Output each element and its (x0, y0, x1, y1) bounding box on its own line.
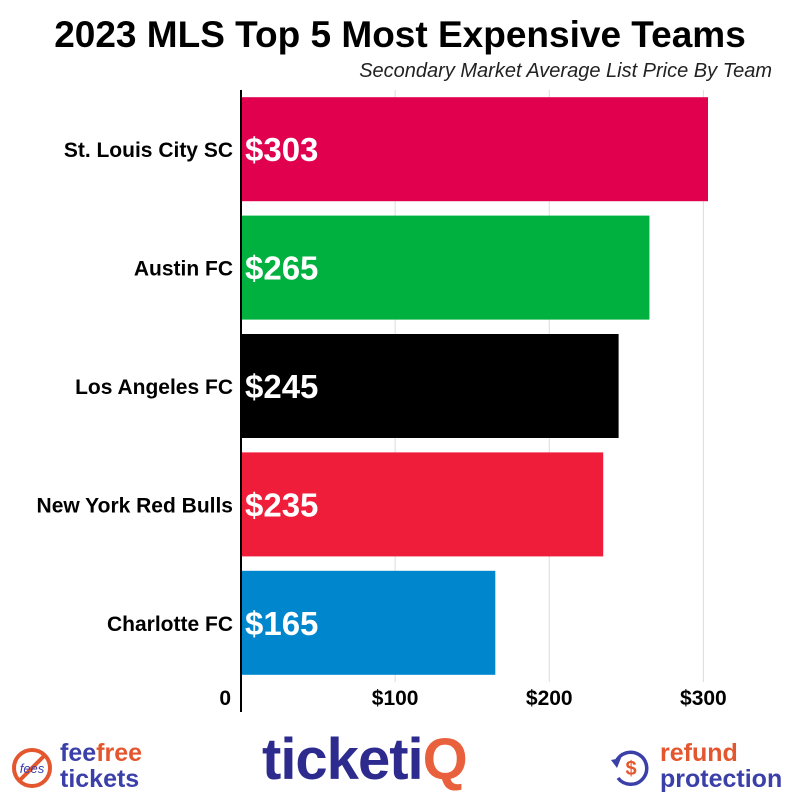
free-word: free (96, 739, 143, 767)
footer: fees feefree tickets ticketiQ $ refund p… (0, 720, 800, 800)
x-tick-label-2: $200 (526, 687, 573, 710)
refund-protection-logo: $ refund protection (608, 740, 798, 800)
ticketiq-brand-b: Q (422, 727, 468, 792)
fee-badge-text: fees (20, 761, 45, 776)
refund-symbol: $ (625, 758, 636, 780)
category-label-2: Los Angeles FC (75, 376, 233, 399)
ticketiq-logo: ticketiQ (262, 726, 468, 793)
refund-icon: $ (611, 750, 649, 786)
category-label-0: St. Louis City SC (64, 139, 233, 162)
no-fees-icon: fees (12, 748, 52, 788)
category-label-4: Charlotte FC (107, 613, 233, 636)
bar-4 (241, 570, 496, 675)
category-label-1: Austin FC (134, 258, 233, 281)
tickets-word: tickets (60, 765, 140, 793)
x-tick-label-3: $300 (680, 687, 727, 710)
data-label-2: $245 (245, 368, 318, 405)
data-label-3: $235 (245, 486, 318, 523)
data-label-1: $265 (245, 250, 318, 287)
fee-word: fee (60, 739, 97, 767)
bar-2 (241, 334, 619, 438)
refund-word: refund (660, 739, 738, 767)
x-tick-label-1: $100 (372, 687, 419, 710)
data-label-4: $165 (245, 605, 318, 642)
fee-free-tickets-logo: fees feefree tickets (10, 740, 180, 800)
chart-subtitle: Secondary Market Average List Price By T… (359, 60, 772, 82)
bar-chart: St. Louis City SC $303 Austin FC $265 Los An… (37, 90, 727, 712)
bar-3 (241, 452, 604, 557)
chart-title: 2023 MLS Top 5 Most Expensive Teams (54, 14, 746, 55)
x-tick-label-0: 0 (219, 687, 231, 710)
protection-word: protection (660, 765, 783, 793)
data-label-0: $303 (245, 131, 318, 168)
bar-0 (241, 97, 708, 202)
ticketiq-brand-a: ticketi (262, 727, 424, 792)
category-label-3: New York Red Bulls (37, 494, 233, 517)
bar-1 (241, 215, 650, 320)
